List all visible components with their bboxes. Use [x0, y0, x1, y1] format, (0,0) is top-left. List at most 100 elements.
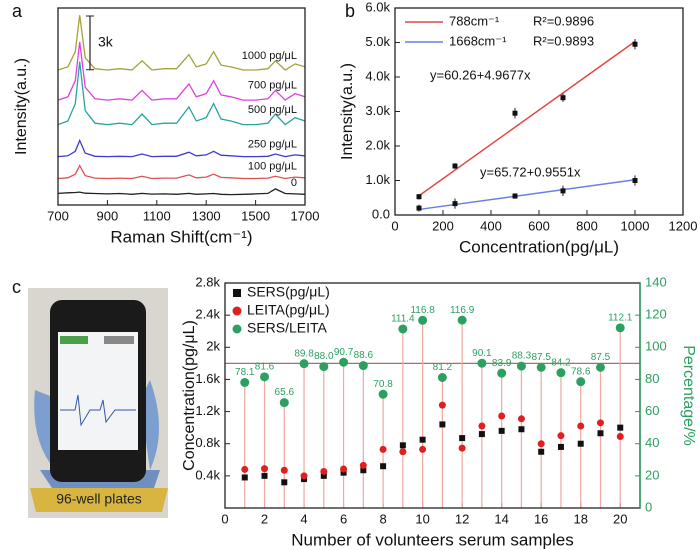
data-point: [517, 415, 525, 423]
legend-r2: R²=0.9893: [533, 33, 594, 48]
data-point: [595, 362, 605, 372]
x-axis-label: Raman Shift(cm⁻¹): [110, 227, 252, 246]
data-point: [615, 323, 625, 333]
value-label: 90.1: [472, 348, 492, 359]
y-tick-label: 5.0k: [365, 34, 390, 49]
value-label: 84.2: [551, 357, 571, 368]
screen-button: [104, 336, 134, 344]
data-point: [399, 442, 406, 449]
y-tick-label: 3.0k: [365, 103, 390, 118]
fit-equation: y=65.72+0.9551x: [480, 164, 581, 179]
data-point: [478, 422, 486, 430]
panel-label: c: [12, 277, 21, 297]
x-tick-label: 14: [494, 511, 508, 526]
x-tick-label: 400: [480, 218, 502, 233]
x-tick-label: 800: [576, 218, 598, 233]
data-point: [320, 472, 327, 479]
fit-line: [418, 179, 636, 211]
data-point: [261, 472, 268, 479]
x-tick-label: 1500: [241, 208, 270, 223]
y2-axis-label: Percentage/%: [680, 345, 697, 446]
x-tick-label: 0: [221, 511, 228, 526]
data-point: [557, 432, 565, 440]
x-tick-label: 600: [528, 218, 550, 233]
screen-spectrum: [60, 394, 136, 427]
value-label: 88.6: [354, 350, 374, 361]
series-label: 250 pg/μL: [248, 139, 297, 151]
fit-equation: y=60.26+4.9677x: [430, 67, 531, 82]
series-label: 1000 pg/μL: [242, 50, 297, 62]
legend-r2: R²=0.9896: [533, 13, 594, 28]
spectrum-line: [57, 164, 306, 180]
x-tick-label: 1000: [621, 218, 650, 233]
data-point: [439, 421, 446, 428]
x-tick-label: 16: [534, 511, 548, 526]
data-point: [340, 469, 347, 476]
data-point: [452, 163, 458, 169]
series-label: 100 pg/μL: [248, 161, 297, 173]
x-tick-label: 20: [613, 511, 627, 526]
y-tick-label: 1.2k: [195, 403, 220, 418]
y-tick-label: 0.4k: [195, 467, 220, 482]
y-tick-label: 0.0: [372, 206, 390, 221]
legend-label: 1668cm⁻¹: [449, 33, 507, 48]
data-point: [560, 188, 566, 194]
y-tick-label: 0.8k: [195, 435, 220, 450]
x-axis-label: Concentration(pg/μL): [459, 237, 619, 256]
y2-tick-label: 100: [645, 339, 667, 354]
value-label: 81.6: [255, 361, 275, 372]
y2-tick-label: 20: [645, 467, 659, 482]
data-point: [576, 377, 586, 387]
data-point: [557, 443, 564, 450]
data-point: [358, 361, 368, 371]
data-point: [416, 194, 422, 200]
spectrum-line: [57, 61, 306, 126]
data-point: [418, 315, 428, 325]
y2-tick-label: 60: [645, 403, 659, 418]
value-label: 87.5: [531, 352, 551, 363]
y-tick-label: 2.4k: [195, 307, 220, 322]
fit-line: [418, 40, 636, 197]
data-point: [399, 448, 407, 456]
y-axis-label: Intensity(a.u.): [339, 63, 356, 160]
spectrum-line: [57, 138, 306, 158]
y-tick-label: 2.0k: [365, 137, 390, 152]
value-label: 83.9: [492, 358, 512, 369]
value-label: 70.8: [373, 379, 393, 390]
data-point: [538, 448, 545, 455]
data-point: [516, 361, 526, 371]
y-tick-label: 1.0k: [365, 172, 390, 187]
x-tick-label: 0: [391, 218, 398, 233]
data-point: [457, 315, 467, 325]
value-label: 78.6: [571, 366, 591, 377]
x-tick-label: 12: [455, 511, 469, 526]
glove: [34, 380, 159, 470]
legend-marker: [232, 306, 242, 316]
data-point: [596, 419, 604, 427]
data-point: [437, 373, 447, 382]
value-label: 90.7: [334, 347, 354, 358]
data-point: [260, 372, 270, 382]
data-point: [281, 479, 288, 486]
data-point: [512, 110, 518, 116]
data-point: [597, 430, 604, 437]
data-point: [339, 357, 349, 367]
data-point: [359, 461, 367, 469]
data-point: [560, 95, 566, 101]
device-photo: [28, 288, 168, 518]
value-label: 78.1: [235, 367, 255, 378]
data-point: [240, 377, 250, 387]
value-label: 65.6: [275, 387, 295, 398]
value-label: 111.4: [391, 314, 415, 325]
legend-label: SERS/LEITA: [247, 320, 328, 336]
data-point: [498, 427, 505, 434]
x-tick-label: 1200: [669, 218, 698, 233]
data-point: [577, 440, 584, 447]
x-tick-label: 10: [415, 511, 429, 526]
data-point: [478, 431, 485, 438]
value-label: 87.5: [591, 352, 611, 363]
data-point: [419, 436, 426, 443]
x-tick-label: 8: [379, 511, 386, 526]
plot-frame: [394, 7, 684, 216]
data-point: [416, 205, 422, 211]
